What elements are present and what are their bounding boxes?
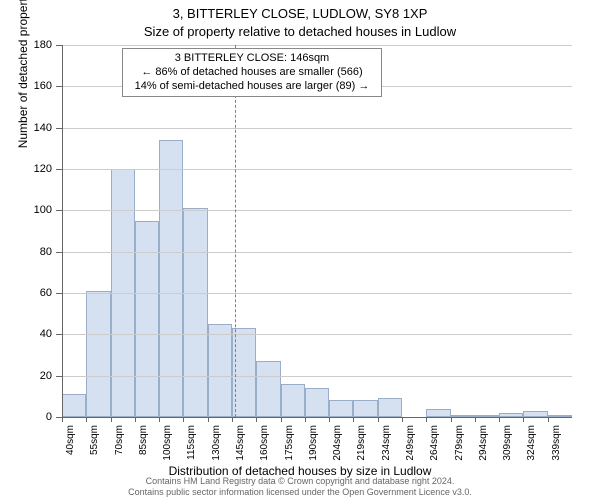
- gridline-h: [62, 252, 572, 253]
- annotation-line1: 3 BITTERLEY CLOSE: 146sqm: [127, 52, 377, 66]
- gridline-h: [62, 210, 572, 211]
- x-tick: [402, 417, 403, 422]
- x-tick-label: 219sqm: [356, 425, 367, 461]
- x-tick-label: 279sqm: [454, 425, 465, 461]
- bar: [86, 291, 110, 417]
- y-tick-label: 0: [20, 411, 52, 423]
- x-tick-label: 115sqm: [186, 425, 197, 460]
- bar: [329, 400, 353, 417]
- x-tick-label: 130sqm: [211, 425, 222, 461]
- bar: [208, 324, 232, 417]
- footer: Contains HM Land Registry data © Crown c…: [0, 476, 600, 498]
- x-tick: [329, 417, 330, 422]
- y-tick-label: 40: [20, 328, 52, 340]
- x-tick: [426, 417, 427, 422]
- x-tick-label: 264sqm: [429, 425, 440, 461]
- gridline-h: [62, 376, 572, 377]
- x-tick: [305, 417, 306, 422]
- bars-group: [62, 45, 572, 417]
- x-tick-label: 70sqm: [114, 425, 125, 455]
- bar: [183, 208, 207, 417]
- x-tick: [135, 417, 136, 422]
- gridline-h: [62, 169, 572, 170]
- gridline-h: [62, 45, 572, 46]
- annotation-box: 3 BITTERLEY CLOSE: 146sqm ← 86% of detac…: [122, 48, 382, 97]
- y-tick-label: 20: [20, 370, 52, 382]
- x-tick: [523, 417, 524, 422]
- bar: [378, 398, 402, 417]
- bar: [256, 361, 280, 417]
- y-tick-label: 80: [20, 246, 52, 258]
- x-tick: [451, 417, 452, 422]
- x-tick: [183, 417, 184, 422]
- x-tick-label: 309sqm: [502, 425, 513, 461]
- x-tick: [86, 417, 87, 422]
- x-tick: [256, 417, 257, 422]
- bar: [353, 400, 377, 417]
- x-tick-label: 55sqm: [89, 425, 100, 455]
- bar: [426, 409, 450, 417]
- gridline-h: [62, 293, 572, 294]
- plot-area: [62, 45, 572, 417]
- gridline-h: [62, 128, 572, 129]
- bar: [62, 394, 86, 417]
- x-tick-label: 324sqm: [526, 425, 537, 461]
- x-tick: [159, 417, 160, 422]
- y-tick-label: 60: [20, 287, 52, 299]
- x-tick-label: 145sqm: [235, 425, 246, 461]
- x-tick-label: 40sqm: [65, 425, 76, 455]
- x-tick-label: 339sqm: [551, 425, 562, 461]
- x-tick: [281, 417, 282, 422]
- y-tick-label: 100: [20, 204, 52, 216]
- gridline-h: [62, 334, 572, 335]
- y-axis-title: Number of detached properties: [16, 0, 30, 148]
- x-tick-label: 294sqm: [478, 425, 489, 461]
- x-tick-label: 175sqm: [284, 425, 295, 461]
- x-tick: [208, 417, 209, 422]
- annotation-line2: ← 86% of detached houses are smaller (56…: [127, 66, 377, 80]
- bar: [305, 388, 329, 417]
- x-tick: [111, 417, 112, 422]
- x-tick-label: 160sqm: [259, 425, 270, 461]
- x-tick-label: 234sqm: [381, 425, 392, 461]
- footer-line2: Contains public sector information licen…: [0, 487, 600, 498]
- chart-title: 3, BITTERLEY CLOSE, LUDLOW, SY8 1XP: [0, 6, 600, 21]
- x-tick-label: 249sqm: [405, 425, 416, 461]
- x-tick-label: 204sqm: [332, 425, 343, 461]
- bar: [281, 384, 305, 417]
- x-tick-label: 190sqm: [308, 425, 319, 461]
- x-tick: [548, 417, 549, 422]
- chart-container: 3, BITTERLEY CLOSE, LUDLOW, SY8 1XP Size…: [0, 0, 600, 500]
- x-tick-label: 100sqm: [162, 425, 173, 461]
- x-tick: [62, 417, 63, 422]
- bar: [135, 221, 159, 417]
- chart-subtitle: Size of property relative to detached ho…: [0, 24, 600, 39]
- x-tick: [499, 417, 500, 422]
- x-tick: [353, 417, 354, 422]
- x-tick: [232, 417, 233, 422]
- y-tick-label: 120: [20, 163, 52, 175]
- annotation-line3: 14% of semi-detached houses are larger (…: [127, 80, 377, 94]
- y-axis-line: [62, 45, 63, 417]
- x-tick: [378, 417, 379, 422]
- x-tick-label: 85sqm: [138, 425, 149, 455]
- x-axis-line: [62, 417, 572, 418]
- x-tick: [475, 417, 476, 422]
- footer-line1: Contains HM Land Registry data © Crown c…: [0, 476, 600, 487]
- marker-line: [235, 45, 237, 417]
